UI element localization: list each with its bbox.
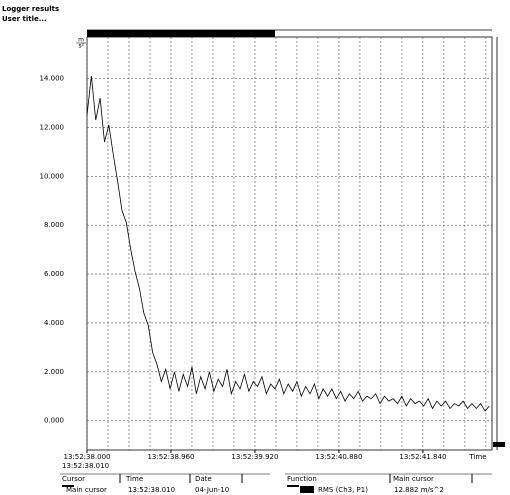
signal-line: [86, 76, 490, 412]
function-table: Function Main cursor RMS (Ch3, P1) 12.88…: [285, 473, 492, 494]
x-tick-label: 13:52:41.840: [399, 453, 446, 461]
column-header: Main cursor: [393, 475, 434, 483]
column-header: Cursor: [62, 475, 85, 483]
cell: Main cursor: [66, 486, 107, 494]
column-header: Time: [125, 475, 143, 483]
cell: RMS (Ch3, P1): [318, 486, 368, 494]
x-axis-label: Time: [468, 453, 486, 461]
title: Logger results: [2, 5, 59, 13]
y-tick-label: 4.000: [44, 319, 64, 327]
y-tick-label: 12.000: [40, 123, 65, 131]
y-tick-label: 10.000: [40, 172, 65, 180]
y-tick-label: 14.000: [40, 75, 65, 83]
x-tick-label: 13:52:39.920: [231, 453, 278, 461]
v-scroll-thumb[interactable]: [493, 442, 505, 447]
function-swatch: [287, 485, 299, 487]
cursor-table: Cursor Time Date Main cursor 13:52:38.01…: [60, 473, 270, 494]
cursor-swatch: [62, 485, 74, 487]
plot-frame: [86, 36, 493, 451]
cursor-time-label: 13:52:38.010: [62, 462, 109, 470]
y-tick-label: 2.000: [44, 368, 64, 376]
cell: 04-Jun-10: [195, 486, 229, 494]
column-header: Date: [195, 475, 212, 483]
function-color: [300, 486, 314, 493]
y-tick-label: 0.000: [44, 417, 64, 425]
column-header: Function: [287, 475, 317, 483]
y-unit-bottom: s²: [78, 43, 84, 50]
x-tick-label: 13:52:38.000: [63, 453, 110, 461]
y-tick-label: 8.000: [44, 221, 64, 229]
subtitle: User title...: [2, 15, 47, 23]
cell: 12.882 m/s^2: [394, 486, 444, 494]
y-tick-label: 6.000: [44, 270, 64, 278]
x-tick-label: 13:52:38.960: [147, 453, 194, 461]
x-tick-label: 13:52:40.880: [315, 453, 362, 461]
y-unit-top: m: [78, 37, 84, 44]
scroll-thumb[interactable]: [87, 30, 275, 37]
cell: 13:52:38.010: [128, 486, 175, 494]
